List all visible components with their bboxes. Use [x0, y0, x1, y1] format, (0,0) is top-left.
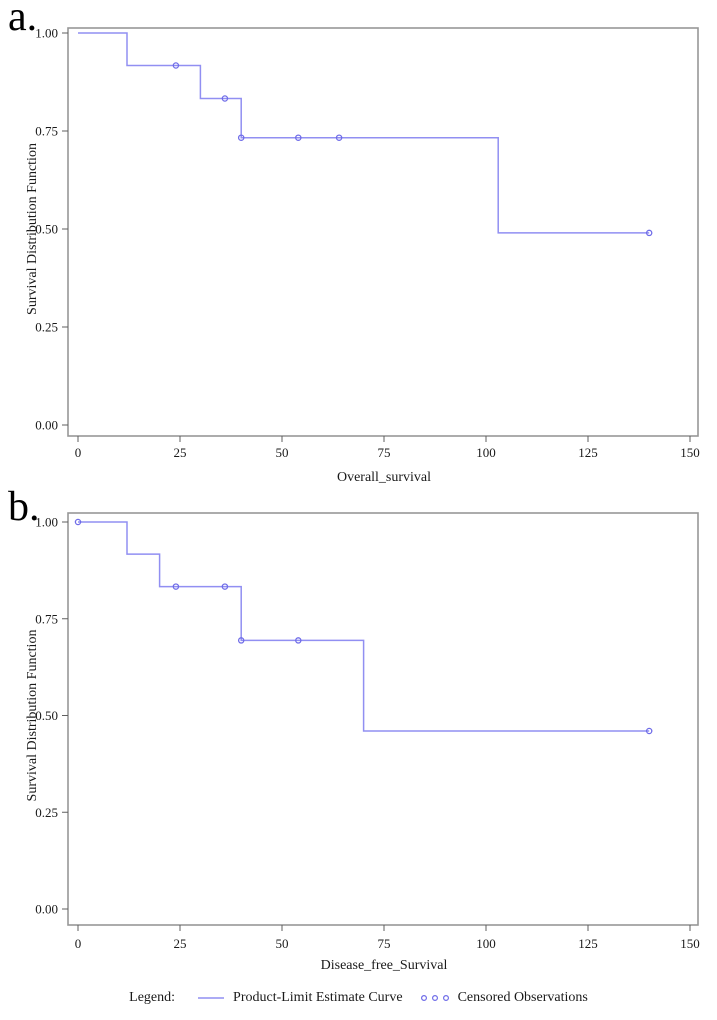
disease-free-survival-chart: 1.00 0.75 0.50 0.25 0.00 0 25 50 75 100 125 150 Dise… — [25, 512, 700, 973]
censored-observation-marker — [172, 583, 180, 590]
censored-observation-marker — [221, 95, 229, 102]
panel-b: b. 1.00 0.75 0.50 0.25 0.00 0 25 50 75 100 125 150 D… — [0, 484, 717, 975]
x-axis-title: Disease_free_Survival — [321, 958, 448, 973]
panel-b-label: b. — [8, 484, 40, 530]
y-tick-label: 0.00 — [35, 902, 58, 917]
panel-a-label: a. — [8, 0, 38, 40]
y-axis-title: Survival Distribution Function — [25, 143, 40, 315]
censored-observation-marker — [335, 134, 343, 141]
legend-title: Legend: — [129, 989, 176, 1005]
product-limit-estimate-curve — [78, 32, 650, 234]
x-tick-label: 75 — [378, 936, 391, 951]
y-axis-title: Survival Distribution Function — [25, 630, 40, 802]
censored-marker-icon — [431, 994, 438, 1001]
censored-observation-marker — [237, 134, 245, 141]
y-tick-label: 0.00 — [35, 418, 58, 433]
x-tick-label: 100 — [476, 936, 496, 951]
censored-observation-marker — [237, 637, 245, 644]
x-axis-title: Overall_survival — [337, 470, 431, 485]
legend-censored-icon — [420, 994, 449, 1001]
y-tick-label: 0.50 — [35, 222, 58, 237]
x-tick-label: 50 — [276, 936, 289, 951]
y-tick-label: 0.50 — [35, 708, 58, 723]
product-limit-estimate-curve — [78, 521, 650, 732]
x-tick-label: 25 — [174, 936, 187, 951]
y-tick-label: 1.00 — [35, 515, 58, 530]
legend-censored-label: Censored Observations — [457, 989, 588, 1005]
plot-frame — [67, 512, 699, 926]
x-tick-label: 0 — [75, 936, 82, 951]
overall-survival-chart: 1.00 0.75 0.50 0.25 0.00 0 25 50 75 100 125 150 Over… — [25, 26, 700, 486]
y-tick-label: 0.75 — [35, 611, 58, 626]
y-tick-label: 0.75 — [35, 124, 58, 139]
legend-line-icon — [198, 996, 225, 999]
censored-observation-marker — [645, 229, 653, 237]
censored-observation-marker — [295, 134, 302, 141]
censored-observation-marker — [172, 62, 180, 69]
y-tick-label: 0.25 — [35, 320, 58, 335]
x-tick-label: 25 — [174, 445, 187, 460]
censored-observation-marker — [645, 727, 653, 735]
censored-observation-marker — [74, 518, 82, 526]
censored-marker-icon — [420, 994, 427, 1001]
x-tick-label: 50 — [276, 445, 289, 460]
legend-line-label: Product-Limit Estimate Curve — [233, 989, 403, 1005]
censored-marker-icon — [442, 994, 449, 1001]
x-tick-label: 0 — [75, 445, 82, 460]
censored-observation-marker — [295, 637, 302, 644]
censored-observation-marker — [221, 583, 229, 590]
x-tick-label: 100 — [476, 445, 496, 460]
legend: Legend: Product-Limit Estimate Curve Cen… — [0, 975, 717, 1020]
plot-frame — [67, 27, 699, 437]
x-tick-label: 125 — [578, 936, 598, 951]
x-tick-label: 150 — [680, 936, 700, 951]
y-tick-label: 1.00 — [35, 26, 58, 41]
y-tick-label: 0.25 — [35, 805, 58, 820]
x-tick-label: 75 — [378, 445, 391, 460]
x-tick-label: 150 — [680, 445, 700, 460]
x-tick-label: 125 — [578, 445, 598, 460]
panel-a: a. 1.00 0.75 0.50 0.25 0.00 0 25 50 75 100 125 150 O… — [0, 0, 717, 490]
